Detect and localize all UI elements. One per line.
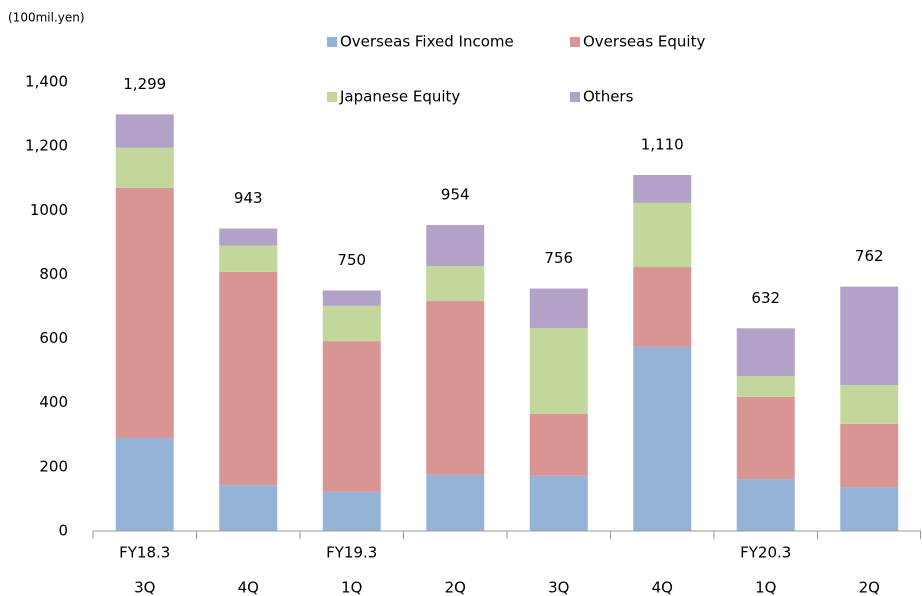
total-label: 750 bbox=[337, 251, 366, 269]
legend-swatch bbox=[570, 37, 580, 47]
bar-segment bbox=[633, 346, 692, 531]
bar-segment bbox=[736, 396, 795, 480]
bar-segment bbox=[115, 187, 174, 438]
total-label: 632 bbox=[751, 289, 780, 307]
bar-segment bbox=[426, 266, 485, 302]
bar-segment bbox=[322, 305, 381, 342]
bar-segment bbox=[219, 228, 278, 246]
x-tick-label: 2Q bbox=[859, 579, 880, 596]
bar-segment bbox=[529, 288, 588, 328]
x-tick-label: 1Q bbox=[341, 579, 362, 596]
y-tick-label: 600 bbox=[39, 329, 68, 347]
x-tick-label: 4Q bbox=[652, 579, 673, 596]
bar-segment bbox=[322, 491, 381, 531]
bar-segment bbox=[115, 147, 174, 188]
legend-label: Overseas Equity bbox=[583, 33, 705, 51]
y-tick-label: 1,400 bbox=[25, 73, 68, 91]
bar-segment bbox=[426, 474, 485, 531]
x-tick-label: 1Q bbox=[755, 579, 776, 596]
bar-segment bbox=[322, 290, 381, 306]
fiscal-year-label: FY18.3 bbox=[119, 544, 170, 562]
y-tick-label: 400 bbox=[39, 393, 68, 411]
total-label: 762 bbox=[855, 247, 884, 265]
total-label: 756 bbox=[544, 249, 573, 267]
legend-swatch bbox=[327, 37, 337, 47]
bar-segment bbox=[840, 286, 899, 386]
bar-segment bbox=[322, 341, 381, 492]
bar-segment bbox=[633, 202, 692, 268]
total-label: 1,299 bbox=[123, 75, 166, 93]
bar-segment bbox=[115, 437, 174, 531]
bar-segment bbox=[219, 245, 278, 272]
legend-label: Japanese Equity bbox=[339, 88, 460, 106]
legend-swatch bbox=[327, 92, 337, 102]
total-label: 1,110 bbox=[641, 136, 684, 154]
bar-segment bbox=[529, 475, 588, 531]
bar-segment bbox=[529, 327, 588, 414]
y-tick-label: 1,200 bbox=[25, 137, 68, 155]
bar-segment bbox=[840, 423, 899, 488]
legend-swatch bbox=[570, 92, 580, 102]
bar-segment bbox=[633, 175, 692, 203]
bar-segment bbox=[219, 271, 278, 486]
total-label: 943 bbox=[234, 189, 263, 207]
fiscal-year-label: FY20.3 bbox=[740, 544, 791, 562]
legend-label: Overseas Fixed Income bbox=[340, 33, 514, 51]
x-tick-label: 4Q bbox=[238, 579, 259, 596]
unit-label: (100mil.yen) bbox=[8, 11, 85, 25]
bar-segment bbox=[529, 413, 588, 476]
x-tick-label: 3Q bbox=[134, 579, 155, 596]
bar-segment bbox=[426, 301, 485, 475]
fiscal-year-label: FY19.3 bbox=[326, 544, 377, 562]
y-tick-label: 1000 bbox=[30, 201, 68, 219]
x-tick-label: 2Q bbox=[445, 579, 466, 596]
bar-segment bbox=[736, 376, 795, 397]
bar-segment bbox=[426, 225, 485, 267]
y-tick-label: 800 bbox=[39, 265, 68, 283]
bar-segment bbox=[840, 385, 899, 424]
y-tick-label: 0 bbox=[58, 522, 68, 540]
bar-segment bbox=[219, 485, 278, 531]
legend-label: Others bbox=[583, 88, 634, 106]
x-tick-label: 3Q bbox=[548, 579, 569, 596]
y-tick-label: 200 bbox=[39, 457, 68, 475]
bar-segment bbox=[736, 479, 795, 531]
bar-segment bbox=[736, 328, 795, 377]
total-label: 954 bbox=[441, 186, 470, 204]
bar-segment bbox=[115, 114, 174, 148]
bar-segment bbox=[840, 487, 899, 531]
bar-segment bbox=[633, 267, 692, 347]
